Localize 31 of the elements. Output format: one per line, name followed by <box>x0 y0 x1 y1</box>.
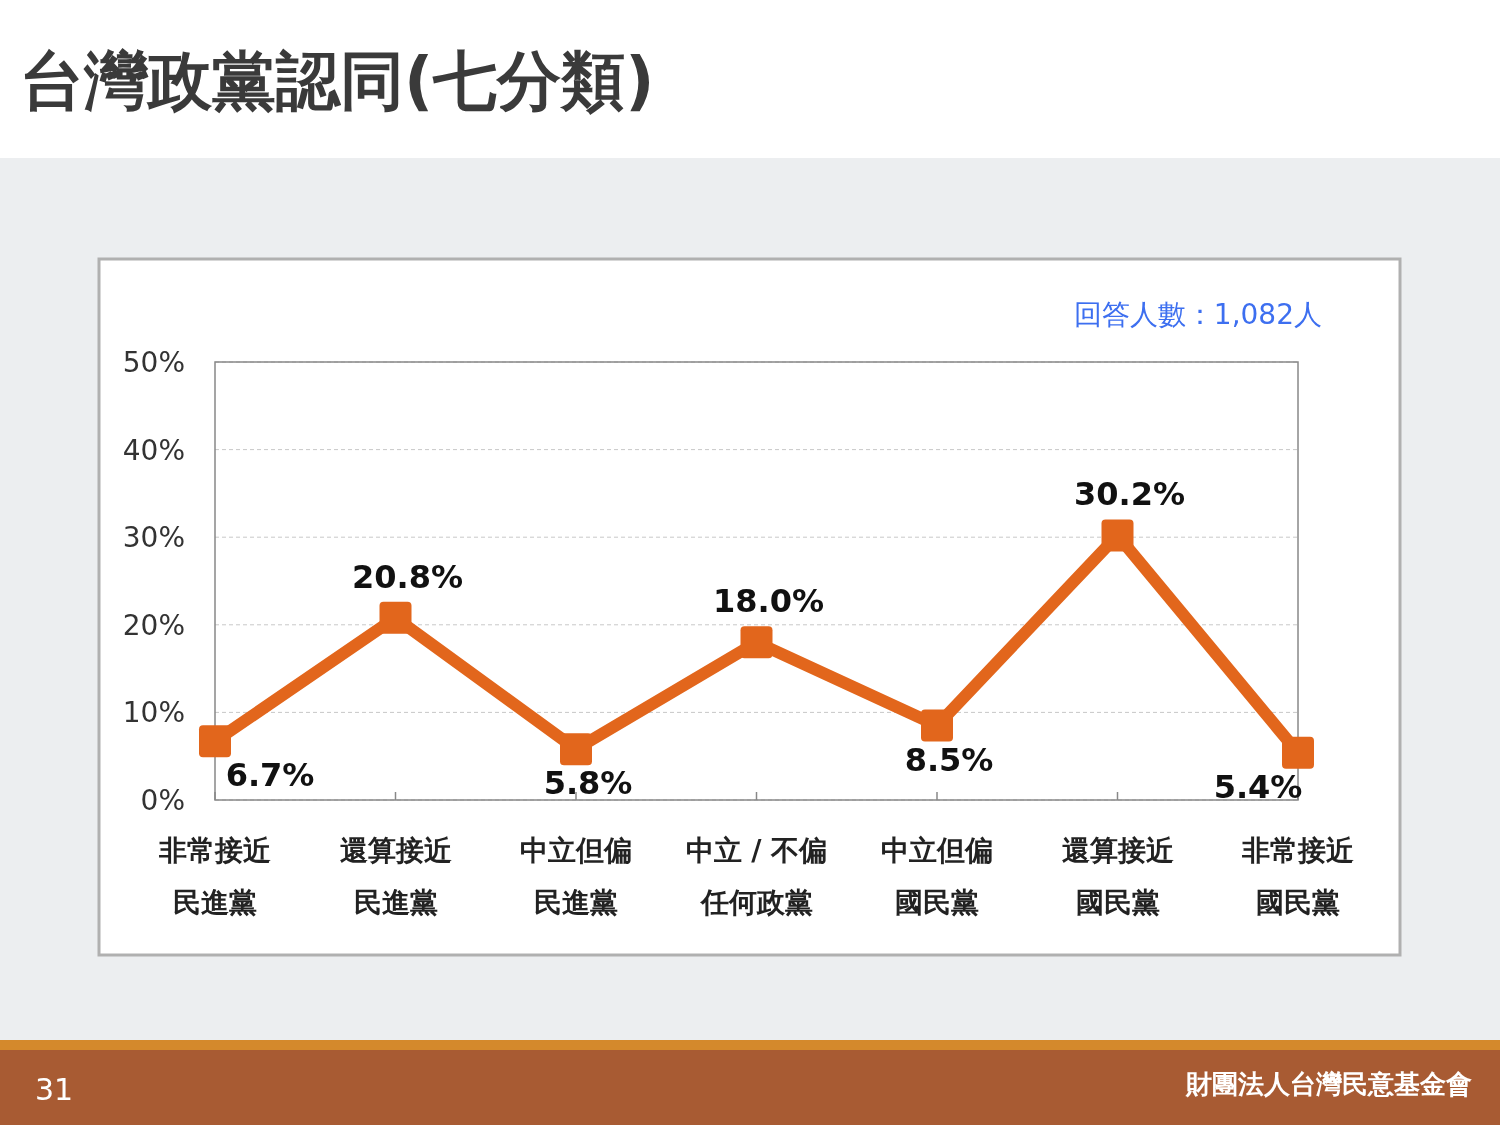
data-label: 8.5% <box>904 740 994 779</box>
x-tick-label: 中立但偏民進黨 <box>520 834 632 919</box>
point <box>199 725 231 758</box>
text: 財團法人台灣民意基金會 <box>1185 1069 1472 1099</box>
data-label: 6.7% <box>225 756 315 795</box>
data-label: 5.4% <box>1213 767 1303 806</box>
y-tick-label: 0% <box>140 784 185 817</box>
x-tick-label: 非常接近民進黨 <box>158 834 271 919</box>
x-tick-label: 還算接近民進黨 <box>339 834 452 919</box>
point <box>921 709 953 742</box>
y-tick-label: 20% <box>122 608 185 642</box>
data-label: 30.2% <box>1073 475 1186 514</box>
text: 31 <box>35 1072 74 1107</box>
data-label: 18.0% <box>712 582 825 621</box>
text: 回答人數：1,082人 <box>1073 298 1322 331</box>
point <box>740 626 773 659</box>
point <box>379 601 412 634</box>
x-tick-label: 中立 / 不偏任何政黨 <box>685 834 828 919</box>
chart-title: 台灣政黨認同(七分類) <box>20 44 655 118</box>
y-tick-label: 50% <box>122 346 185 379</box>
data-label: 20.8% <box>351 557 464 596</box>
point <box>1101 519 1134 552</box>
point <box>1282 736 1314 769</box>
y-tick-label: 40% <box>122 433 185 467</box>
x-tick-label: 中立但偏國民黨 <box>881 834 993 919</box>
point <box>560 733 592 766</box>
x-tick-label: 非常接近國民黨 <box>1241 834 1354 919</box>
x-tick-label: 還算接近國民黨 <box>1061 834 1174 919</box>
y-tick-label: 10% <box>122 696 185 730</box>
data-label: 5.8% <box>543 764 633 803</box>
y-tick-label: 30% <box>122 521 185 555</box>
